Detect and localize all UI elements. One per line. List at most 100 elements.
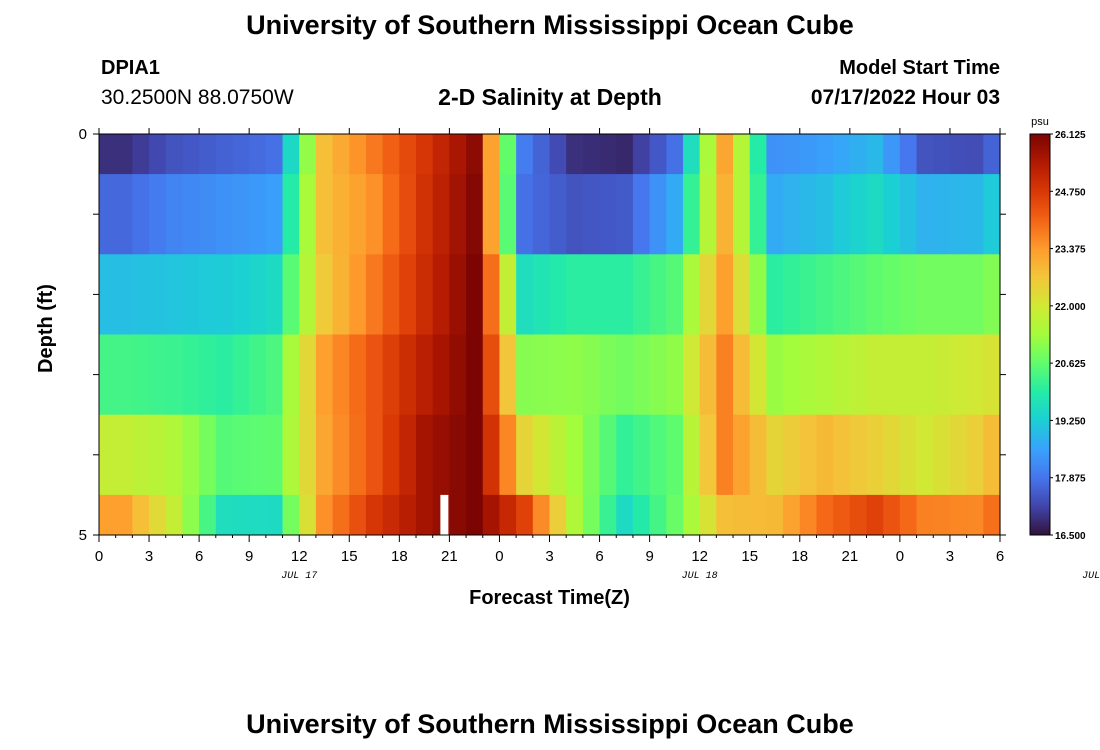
heatmap-cell bbox=[816, 414, 834, 496]
heatmap-cell bbox=[649, 134, 667, 175]
heatmap-cell bbox=[566, 174, 584, 255]
heatmap-cell bbox=[549, 254, 567, 335]
heatmap-cell bbox=[182, 334, 200, 416]
heatmap-cell bbox=[482, 494, 501, 536]
x-tick-label: 9 bbox=[245, 548, 253, 565]
heatmap-cell bbox=[733, 414, 751, 496]
heatmap-cell bbox=[749, 254, 768, 335]
heatmap-cell bbox=[165, 134, 184, 175]
heatmap-cell bbox=[249, 414, 267, 496]
heatmap-cell bbox=[349, 334, 367, 416]
heatmap-cell bbox=[482, 334, 501, 416]
heatmap-cells bbox=[99, 134, 1001, 536]
heatmap-cell bbox=[449, 334, 467, 416]
heatmap-cell bbox=[899, 414, 918, 496]
x-axis-label: Forecast Time(Z) bbox=[469, 587, 630, 609]
heatmap-cell bbox=[482, 414, 501, 496]
heatmap-cell bbox=[949, 174, 968, 255]
heatmap-cell bbox=[833, 414, 851, 496]
heatmap-cell bbox=[315, 134, 334, 175]
heatmap-cell bbox=[282, 254, 300, 335]
heatmap-cell bbox=[949, 134, 968, 175]
colorbar-tick-label: 22.000 bbox=[1055, 302, 1086, 313]
heatmap-cell bbox=[783, 494, 801, 536]
axes: 0 3 6 9 12 15 18 21 0 3 6 9 12 15 18 21 0 3 6 JUL 17 JUL 18 J… bbox=[79, 126, 1100, 582]
heatmap-cell bbox=[149, 414, 167, 496]
heatmap-cell bbox=[716, 494, 734, 536]
heatmap-cell bbox=[115, 254, 133, 335]
date-label: JUL 17 bbox=[281, 571, 317, 582]
heatmap-cell bbox=[516, 494, 534, 536]
heatmap-cell bbox=[149, 334, 167, 416]
heatmap-cell bbox=[916, 134, 934, 175]
heatmap-cell bbox=[582, 134, 601, 175]
x-tick-label: 21 bbox=[841, 548, 858, 565]
heatmap-cell bbox=[866, 494, 884, 536]
heatmap-cell bbox=[916, 494, 934, 536]
heatmap-cell bbox=[315, 414, 334, 496]
heatmap-cell bbox=[949, 334, 968, 416]
heatmap-cell bbox=[132, 174, 150, 255]
heatmap-cell bbox=[766, 174, 784, 255]
heatmap-cell bbox=[632, 334, 651, 416]
heatmap-cell bbox=[649, 494, 667, 536]
heatmap-cell bbox=[382, 414, 400, 496]
heatmap-cell bbox=[766, 254, 784, 335]
x-tick-label: 3 bbox=[545, 548, 553, 565]
heatmap-cell bbox=[215, 334, 234, 416]
heatmap-cell bbox=[332, 134, 350, 175]
heatmap-cell bbox=[416, 174, 434, 255]
heatmap-cell bbox=[549, 414, 567, 496]
heatmap-cell bbox=[499, 494, 517, 536]
heatmap-cell bbox=[532, 134, 551, 175]
x-tick-label: 6 bbox=[195, 548, 203, 565]
heatmap-cell bbox=[849, 254, 868, 335]
colorbar-tick-label: 16.500 bbox=[1055, 531, 1086, 542]
heatmap-cell bbox=[749, 174, 768, 255]
heatmap-cell bbox=[232, 334, 250, 416]
missing-data-gap bbox=[440, 494, 449, 535]
heatmap-cell bbox=[799, 254, 818, 335]
heatmap-cell bbox=[566, 254, 584, 335]
heatmap-cell bbox=[332, 494, 350, 536]
heatmap-cell bbox=[833, 254, 851, 335]
heatmap-cell bbox=[966, 414, 984, 496]
date-label: JUL 19 bbox=[1082, 571, 1100, 582]
heatmap-cell bbox=[983, 134, 1001, 175]
heatmap-cell bbox=[866, 334, 884, 416]
heatmap-cell bbox=[399, 134, 417, 175]
heatmap-cell bbox=[399, 334, 417, 416]
heatmap-cell bbox=[632, 414, 651, 496]
heatmap-cell bbox=[783, 414, 801, 496]
heatmap-cell bbox=[916, 254, 934, 335]
date-label: JUL 18 bbox=[682, 571, 718, 582]
heatmap-cell bbox=[883, 254, 901, 335]
heatmap-cell bbox=[349, 254, 367, 335]
heatmap-cell bbox=[733, 174, 751, 255]
heatmap-cell bbox=[916, 414, 934, 496]
colorbar-gradient bbox=[1029, 133, 1051, 536]
page-title: University of Southern Mississippi Ocean… bbox=[246, 10, 854, 40]
heatmap-cell bbox=[632, 494, 651, 536]
heatmap-cell bbox=[866, 174, 884, 255]
heatmap-cell bbox=[599, 334, 617, 416]
heatmap-cell bbox=[282, 334, 300, 416]
heatmap-cell bbox=[215, 174, 234, 255]
heatmap-cell bbox=[699, 134, 717, 175]
heatmap-cell bbox=[682, 494, 701, 536]
heatmap-cell bbox=[99, 494, 117, 536]
footer-title: University of Southern Mississippi Ocean… bbox=[246, 709, 854, 739]
heatmap-cell bbox=[432, 254, 450, 335]
x-tick-label: 3 bbox=[145, 548, 153, 565]
heatmap-cell bbox=[899, 174, 918, 255]
x-tick-label: 12 bbox=[691, 548, 708, 565]
heatmap-cell bbox=[949, 494, 968, 536]
y-tick-label: 5 bbox=[79, 527, 87, 544]
heatmap-cell bbox=[416, 414, 434, 496]
heatmap-cell bbox=[499, 334, 517, 416]
heatmap-cell bbox=[466, 174, 484, 255]
heatmap-cell bbox=[199, 134, 217, 175]
heatmap-cell bbox=[682, 134, 701, 175]
heatmap-cell bbox=[332, 334, 350, 416]
heatmap-cell bbox=[883, 334, 901, 416]
